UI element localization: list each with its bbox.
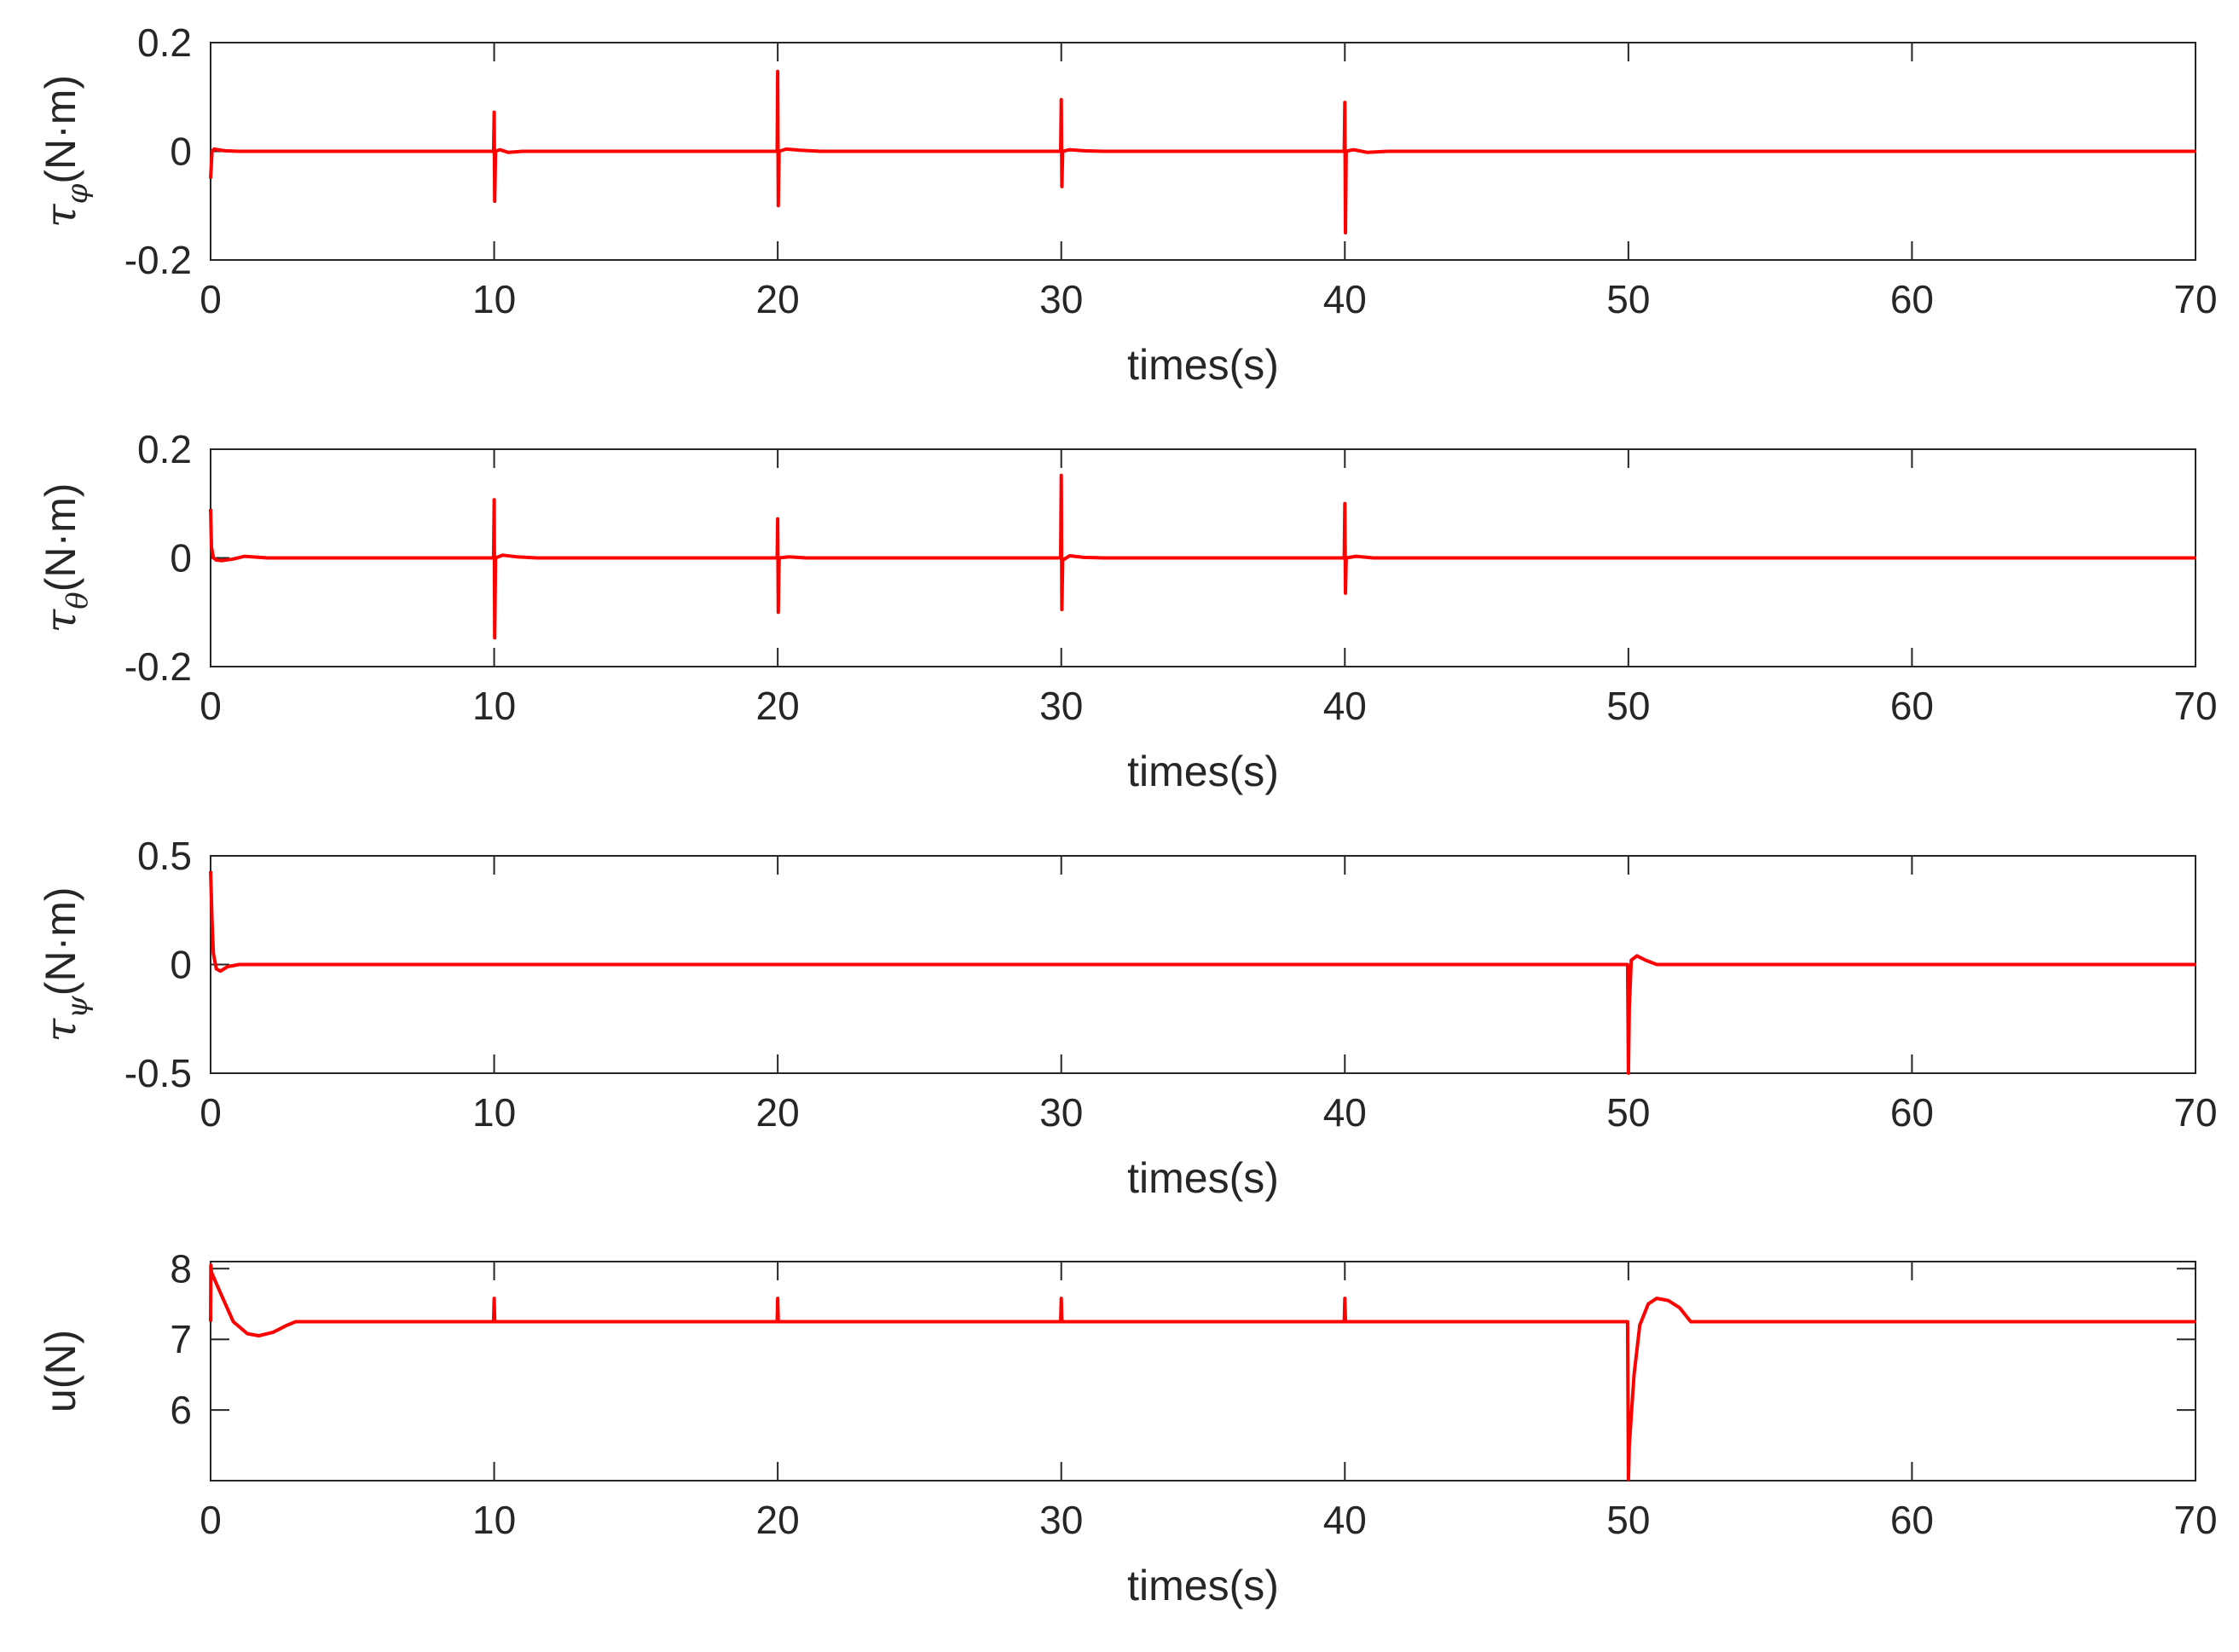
y-axis-label-subscript: ψ (61, 996, 95, 1019)
y-axis-label-symbol: τ (36, 1018, 85, 1043)
y-axis-label-unit: (N·m) (37, 75, 84, 184)
y-tick-label: 0 (170, 536, 192, 581)
y-tick-label: 0.2 (137, 427, 192, 471)
y-axis-label: τφ(N·m) (36, 75, 95, 228)
x-tick-label: 20 (756, 684, 800, 728)
x-tick-label: 60 (1890, 277, 1934, 321)
y-axis-label-symbol: τ (36, 203, 85, 228)
y-tick-label: -0.2 (124, 644, 192, 689)
y-tick-label: 8 (170, 1246, 192, 1291)
panel-4: 0 10 20 30 40 50 60 70 8 7 6 times(s) u(N) (37, 1246, 2218, 1609)
x-tick-label: 10 (472, 1498, 516, 1542)
y-tick-label: 0 (170, 943, 192, 987)
x-tick-label: 10 (472, 277, 516, 321)
y-axis-label-symbol: τ (36, 608, 85, 632)
x-tick-label: 40 (1323, 1090, 1367, 1135)
x-tick-label: 70 (2173, 277, 2217, 321)
series-line (209, 1263, 2196, 1482)
x-tick-label: 70 (2173, 1090, 2217, 1135)
y-tick-label: -0.5 (124, 1051, 192, 1095)
x-tick-label: 10 (472, 684, 516, 728)
axes-box (210, 1261, 2196, 1482)
x-tick-label: 20 (756, 277, 800, 321)
y-axis-label-subscript: φ (61, 183, 95, 204)
y-axis-label: u(N) (37, 1330, 84, 1412)
x-axis-label: times(s) (1127, 1154, 1279, 1202)
x-tick-label: 50 (1606, 1498, 1650, 1542)
x-tick-label: 0 (200, 277, 222, 321)
x-tick-label: 60 (1890, 684, 1934, 728)
x-tick-label: 40 (1323, 684, 1367, 728)
x-axis-label: times(s) (1127, 341, 1279, 389)
y-tick-label: -0.2 (124, 238, 192, 282)
x-tick-label: 10 (472, 1090, 516, 1135)
x-tick-label: 30 (1039, 684, 1083, 728)
x-tick-label: 70 (2173, 684, 2217, 728)
y-axis-label: τψ(N·m) (36, 887, 95, 1042)
y-axis-label-unit: (N·m) (37, 887, 84, 996)
y-tick-label: 0.5 (137, 834, 192, 878)
series-line (209, 69, 2196, 235)
x-tick-label: 20 (756, 1090, 800, 1135)
x-tick-label: 0 (200, 684, 222, 728)
x-tick-label: 30 (1039, 1090, 1083, 1135)
x-tick-label: 50 (1606, 1090, 1650, 1135)
y-tick-label: 7 (170, 1317, 192, 1361)
y-tick-label: 0.2 (137, 20, 192, 65)
x-tick-label: 0 (200, 1498, 222, 1542)
y-axis-label-subscript: θ (61, 592, 95, 609)
x-tick-label: 40 (1323, 1498, 1367, 1542)
x-tick-label: 60 (1890, 1498, 1934, 1542)
x-tick-label: 30 (1039, 277, 1083, 321)
x-tick-label: 30 (1039, 1498, 1083, 1542)
x-tick-label: 50 (1606, 684, 1650, 728)
x-tick-label: 50 (1606, 277, 1650, 321)
y-tick-label: 6 (170, 1388, 192, 1432)
x-tick-label: 0 (200, 1090, 222, 1135)
x-axis-label: times(s) (1127, 748, 1279, 795)
y-axis-label-unit: (N·m) (37, 483, 84, 592)
series-line (209, 870, 2196, 1075)
x-tick-label: 60 (1890, 1090, 1934, 1135)
x-tick-label: 20 (756, 1498, 800, 1542)
x-tick-label: 70 (2173, 1498, 2217, 1542)
x-axis-label: times(s) (1127, 1562, 1279, 1609)
y-axis-label: τθ(N·m) (36, 483, 95, 633)
series-line (209, 473, 2196, 640)
y-tick-label: 0 (170, 130, 192, 174)
x-tick-label: 40 (1323, 277, 1367, 321)
